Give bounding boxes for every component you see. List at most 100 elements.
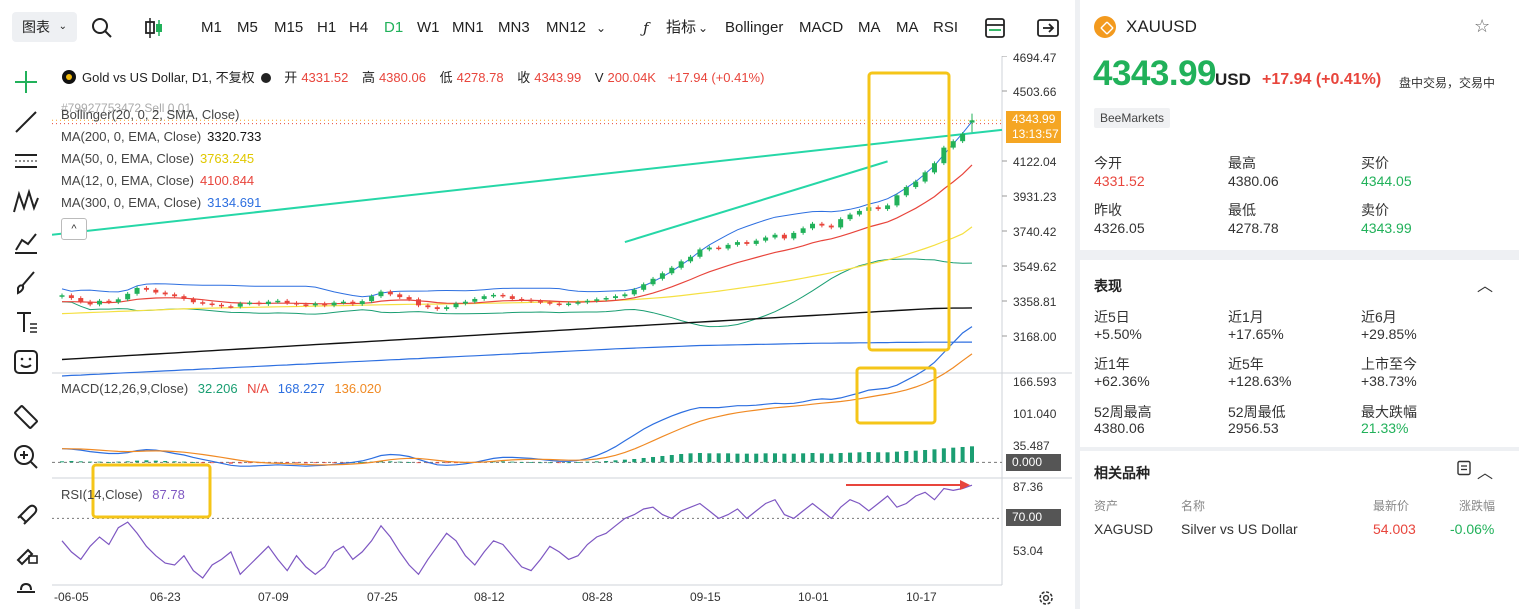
chart-type-label: 图表 <box>22 19 50 35</box>
candle-body <box>838 219 844 228</box>
chevron-down-icon: ⌄ <box>58 21 67 32</box>
date-axis-label: 07-09 <box>258 590 289 604</box>
lock-drawing-icon[interactable] <box>10 536 42 568</box>
chart-type-dropdown[interactable]: 图表 ⌄ <box>12 12 77 42</box>
legend-collapse-button[interactable]: ^ <box>61 218 87 240</box>
macd-histogram-bar <box>294 462 299 464</box>
indicator-ma-1[interactable]: MA <box>858 19 881 36</box>
symbol-title: XAUUSD <box>1126 17 1197 36</box>
candle-body <box>181 296 187 299</box>
ma12-legend[interactable]: MA(12, 0, EMA, Close) 4100.844 <box>61 173 254 188</box>
more-timeframes-chevron-icon[interactable]: ⌄ <box>596 21 607 35</box>
timeframe-mn1[interactable]: MN1 <box>452 19 484 36</box>
macd-legend[interactable]: MACD(12,26,9,Close) 32.206 N/A 168.227 1… <box>61 381 381 396</box>
chart-settings-gear-icon[interactable] <box>1037 589 1055 607</box>
macd-histogram-bar <box>923 449 928 463</box>
timeframe-h1[interactable]: H1 <box>317 19 337 36</box>
emoji-sticker-icon[interactable] <box>10 346 42 378</box>
high-label: 最高 <box>1228 155 1256 171</box>
timeframe-m1[interactable]: M1 <box>201 19 222 36</box>
macd-histogram-bar <box>641 457 646 463</box>
visibility-icon[interactable] <box>260 73 271 83</box>
ma300-legend[interactable]: MA(300, 0, EMA, Close) 3134.691 <box>61 195 261 210</box>
timeframe-m15[interactable]: M15 <box>274 19 304 36</box>
projection-icon[interactable] <box>10 226 42 258</box>
ohlc-legend: Gold vs US Dollar, D1, 不复权 开 4331.52 高 438… <box>62 67 764 86</box>
broker-logo-icon <box>1094 16 1116 38</box>
indicator-rsi[interactable]: RSI <box>933 19 959 36</box>
chevron-up-icon[interactable]: ︿ <box>1477 278 1494 295</box>
search-icon[interactable] <box>88 14 116 42</box>
chevron-up-icon[interactable]: ︿ <box>1477 465 1494 482</box>
pattern-icon[interactable] <box>10 186 42 218</box>
broker-badge[interactable]: BeeMarkets <box>1094 108 1171 128</box>
performance-title: 表现 <box>1094 278 1122 294</box>
rsi-label: RSI(14,Close) <box>61 487 143 502</box>
ma50-legend[interactable]: MA(50, 0, EMA, Close) 3763.245 <box>61 151 254 166</box>
macd-histogram-bar <box>857 452 862 463</box>
trash-icon[interactable] <box>10 576 42 608</box>
candle-body <box>969 120 975 123</box>
change-value: +17.94 (+0.41%) <box>667 70 765 85</box>
price-axis-label: 3931.23 <box>1013 190 1057 204</box>
candle-body <box>481 296 487 299</box>
rsi-level-tag: 70.00 <box>1006 509 1061 526</box>
timeframe-mn3[interactable]: MN3 <box>498 19 530 36</box>
trendline-icon[interactable] <box>10 106 42 138</box>
list-icon[interactable] <box>1456 460 1472 476</box>
favorite-star-icon[interactable]: ☆ <box>1474 16 1491 36</box>
indicator-bollinger[interactable]: Bollinger <box>725 19 784 36</box>
timeframe-mn12[interactable]: MN12 <box>546 19 587 36</box>
candle-body <box>894 195 900 206</box>
candle-body <box>622 294 628 297</box>
macd-histogram-bar <box>594 461 599 463</box>
rsi-legend[interactable]: RSI(14,Close) 87.78 <box>61 487 185 502</box>
macd-histogram-bar <box>763 453 768 463</box>
timeframe-m5[interactable]: M5 <box>237 19 258 36</box>
indicators-button[interactable]: 指标 <box>666 19 697 36</box>
magnet-icon[interactable] <box>10 496 42 528</box>
function-icon: ƒ <box>643 19 649 37</box>
price-chart[interactable] <box>52 56 1072 609</box>
candle-body <box>453 303 459 308</box>
countdown-tag: 13:13:57 <box>1006 126 1061 143</box>
text-tool-icon[interactable] <box>10 306 42 338</box>
candle-body <box>209 303 215 306</box>
price-axis-label: 4122.04 <box>1013 155 1057 169</box>
indicator-ma-2[interactable]: MA <box>896 19 919 36</box>
price-change: +17.94 (+0.41%) <box>1262 71 1381 89</box>
zoom-in-icon[interactable] <box>10 441 42 473</box>
ma200-value: 3320.733 <box>207 129 262 144</box>
ma50-value: 3763.245 <box>199 151 255 166</box>
ma12-value: 4100.844 <box>199 173 255 188</box>
macd-histogram-bar <box>913 450 918 463</box>
indicator-macd[interactable]: MACD <box>799 19 844 36</box>
candle-body <box>706 247 712 250</box>
parallel-lines-icon[interactable] <box>10 146 42 178</box>
open-label: 开 <box>284 70 298 85</box>
macd-histogram-bar <box>144 460 149 463</box>
candle-body <box>500 294 506 297</box>
date-axis-label: 08-28 <box>582 590 613 604</box>
brush-icon[interactable] <box>10 266 42 298</box>
macd-histogram-bar <box>876 452 881 463</box>
layout-template-icon[interactable] <box>981 14 1009 42</box>
macd-histogram-bar <box>510 461 515 463</box>
timeframe-w1[interactable]: W1 <box>417 19 440 36</box>
candle-body <box>753 240 759 244</box>
timeframe-d1[interactable]: D1 <box>384 19 404 36</box>
crosshair-icon[interactable] <box>10 66 42 98</box>
candle-body <box>462 301 468 304</box>
candle-body <box>153 289 159 293</box>
candle-body <box>556 303 562 306</box>
candle-body <box>322 303 328 306</box>
candle-body <box>903 187 909 196</box>
candle-body <box>425 305 431 308</box>
timeframe-h4[interactable]: H4 <box>349 19 369 36</box>
candle-body <box>960 133 966 142</box>
bollinger-legend[interactable]: Bollinger(20, 0, 2, SMA, Close) <box>61 107 240 122</box>
candlestick-icon[interactable] <box>140 14 168 42</box>
fullscreen-exit-icon[interactable] <box>1034 14 1062 42</box>
ruler-icon[interactable] <box>10 401 42 433</box>
ma200-legend[interactable]: MA(200, 0, EMA, Close) 3320.733 <box>61 129 261 144</box>
